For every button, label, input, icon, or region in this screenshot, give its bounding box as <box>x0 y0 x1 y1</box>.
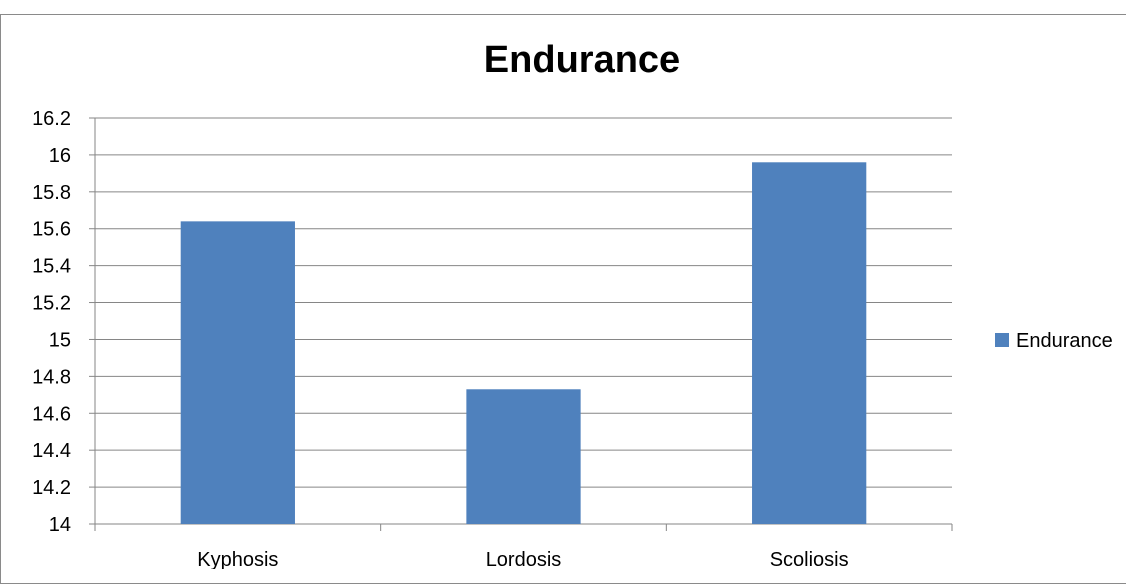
y-tick-label: 15.2 <box>32 293 71 315</box>
bars <box>180 162 867 525</box>
bar-lordosis <box>466 389 581 524</box>
x-tick-label: Lordosis <box>486 549 562 569</box>
legend-swatch <box>995 333 1009 347</box>
y-axis-tick-labels: 14 14.2 14.4 14.6 14.8 15 15.2 15.4 15.6 15.8 16 16… <box>32 108 71 536</box>
y-tick-label: 15 <box>49 329 71 351</box>
y-tick-label: 15.4 <box>32 256 71 278</box>
y-tick-label: 14.4 <box>32 440 71 462</box>
y-tick-label: 14 <box>49 514 71 536</box>
y-tick-label: 16 <box>49 145 71 167</box>
x-axis-tick-labels: Kyphosis Lordosis Scoliosis <box>197 549 848 569</box>
x-tick-label: Scoliosis <box>770 549 849 569</box>
chart-title: Endurance <box>484 39 680 81</box>
y-tick-label: 15.6 <box>32 219 71 241</box>
y-tick-label: 15.8 <box>32 182 71 204</box>
x-tick-label: Kyphosis <box>197 549 278 569</box>
y-tick-label: 14.6 <box>32 403 71 425</box>
bar-kyphosis <box>180 221 295 524</box>
legend: Endurance <box>995 330 1113 352</box>
y-tick-label: 14.2 <box>32 477 71 499</box>
legend-label: Endurance <box>1016 330 1113 352</box>
endurance-bar-chart: Endurance 14 14.2 14.4 14.6 14.8 15 15.2 15.4 15… <box>32 39 1113 569</box>
y-tick-label: 14.8 <box>32 366 71 388</box>
bar-scoliosis <box>752 162 867 525</box>
y-tick-label: 16.2 <box>32 108 71 130</box>
